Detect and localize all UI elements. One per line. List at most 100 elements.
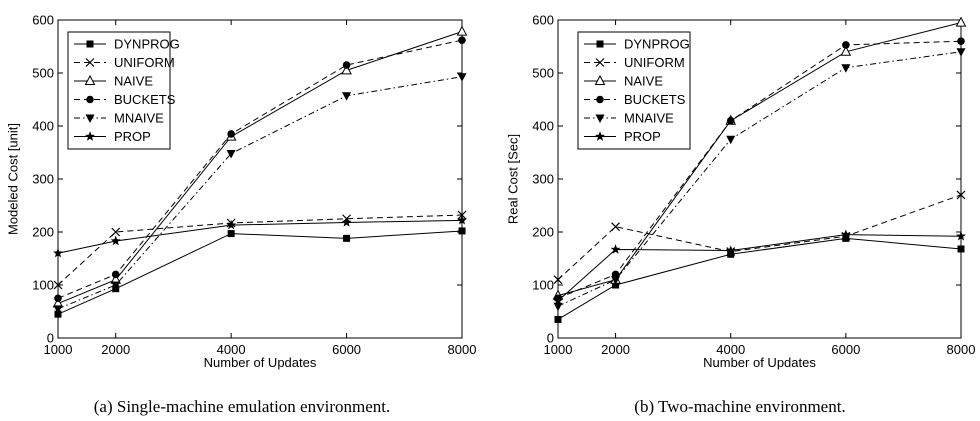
y-tick-label: 300 — [32, 172, 54, 187]
legend: DYNPROG UNIFORM NAIVE BUCKETS MNAIVE PROP — [577, 31, 691, 150]
data-point — [554, 315, 562, 323]
series-line — [57, 219, 463, 254]
data-point — [610, 244, 621, 254]
data-point — [956, 231, 966, 241]
legend-label: MNAIVE — [114, 111, 164, 126]
data-point — [612, 281, 620, 289]
series-uniform — [553, 190, 966, 285]
y-tick-label: 300 — [532, 172, 554, 187]
legend-label: DYNPROG — [624, 37, 690, 52]
data-point — [957, 37, 965, 45]
x-tick-label: 1000 — [44, 342, 73, 357]
data-point — [726, 135, 736, 145]
data-point — [842, 41, 850, 49]
x-tick-label: 4000 — [217, 342, 246, 357]
x-axis-label: Number of Updates — [703, 355, 816, 370]
series-prop — [53, 215, 467, 258]
data-point — [341, 64, 352, 75]
data-point — [53, 305, 63, 314]
legend-label: BUCKETS — [114, 92, 176, 107]
data-point — [553, 275, 563, 285]
data-point — [727, 250, 735, 258]
chart-panel-b: 0 100 200 300 400 500 600 1000 2000 4000 6000 8000 N… — [505, 13, 975, 417]
y-tick-label: 100 — [32, 278, 54, 293]
legend-box — [577, 31, 691, 150]
series-mnaive — [553, 48, 966, 312]
data-point — [840, 229, 851, 239]
legend-label: UNIFORM — [624, 55, 685, 70]
data-point — [458, 36, 466, 44]
series-prop — [553, 229, 966, 306]
data-point — [111, 227, 121, 237]
legend-marker — [86, 40, 94, 48]
x-tick-label: 8000 — [947, 342, 976, 357]
legend-marker — [84, 74, 96, 85]
data-point — [553, 295, 563, 306]
data-point — [457, 215, 467, 225]
data-point — [611, 222, 620, 232]
x-tick-label: 1000 — [544, 342, 573, 357]
legend-marker — [594, 74, 606, 85]
legend-marker — [85, 58, 95, 67]
chart-panel-a: 0 100 200 300 400 500 600 1000 2000 4000 6000 8000 N… — [5, 13, 476, 417]
series-line — [557, 234, 962, 302]
legend: DYNPROG UNIFORM NAIVE BUCKETS MNAIVE PROP — [67, 31, 180, 150]
data-point — [456, 25, 468, 36]
legend-marker — [595, 131, 605, 141]
data-point — [458, 227, 466, 235]
data-point — [725, 245, 736, 255]
y-tick-label: 100 — [532, 278, 554, 293]
legend-label: NAIVE — [114, 74, 153, 89]
series-dynprog — [554, 234, 965, 323]
data-point — [840, 45, 852, 56]
legend-marker — [595, 114, 605, 123]
figure-caption: (a) Single-machine emulation environment… — [94, 397, 390, 416]
data-point — [955, 16, 967, 27]
legend-label: PROP — [624, 129, 661, 144]
data-point — [842, 234, 850, 242]
y-tick-label: 0 — [47, 331, 54, 346]
data-point — [342, 92, 352, 101]
figure-caption: (b) Two-machine environment. — [634, 397, 845, 416]
y-tick-label: 400 — [32, 119, 54, 134]
y-tick-label: 200 — [532, 225, 554, 240]
y-tick-label: 200 — [32, 225, 54, 240]
legend-label: PROP — [114, 129, 151, 144]
y-tick-label: 500 — [32, 66, 54, 81]
data-point — [841, 64, 851, 73]
legend-marker — [596, 95, 604, 104]
series-line — [557, 194, 962, 281]
data-point — [111, 281, 121, 290]
y-axis-label: Real Cost [Sec] — [505, 134, 520, 224]
data-point — [227, 130, 235, 138]
data-point — [111, 270, 120, 279]
data-point — [343, 234, 351, 242]
data-point — [342, 61, 351, 69]
data-point — [54, 310, 62, 318]
legend-box — [67, 31, 171, 150]
data-point — [611, 276, 621, 285]
data-point — [457, 73, 467, 82]
y-tick-label: 500 — [532, 66, 554, 81]
x-axis-label: Number of Updates — [204, 355, 317, 370]
data-point — [110, 235, 121, 246]
legend-marker — [85, 114, 95, 123]
series-mnaive — [53, 73, 467, 314]
y-tick-label: 600 — [532, 13, 554, 28]
y-tick-label: 400 — [532, 119, 554, 134]
data-point — [54, 294, 62, 303]
legend-marker — [595, 58, 605, 67]
data-point — [553, 302, 563, 312]
y-tick-label: 600 — [32, 13, 54, 28]
x-tick-label: 2000 — [101, 342, 130, 357]
data-point — [227, 230, 235, 238]
data-point — [226, 150, 236, 159]
legend-label: MNAIVE — [624, 111, 674, 126]
data-point — [53, 248, 63, 258]
data-point — [956, 48, 966, 57]
legend-label: UNIFORM — [114, 55, 175, 70]
y-tick-label: 0 — [547, 331, 554, 346]
x-tick-label: 6000 — [831, 342, 860, 357]
series-line — [57, 76, 463, 310]
